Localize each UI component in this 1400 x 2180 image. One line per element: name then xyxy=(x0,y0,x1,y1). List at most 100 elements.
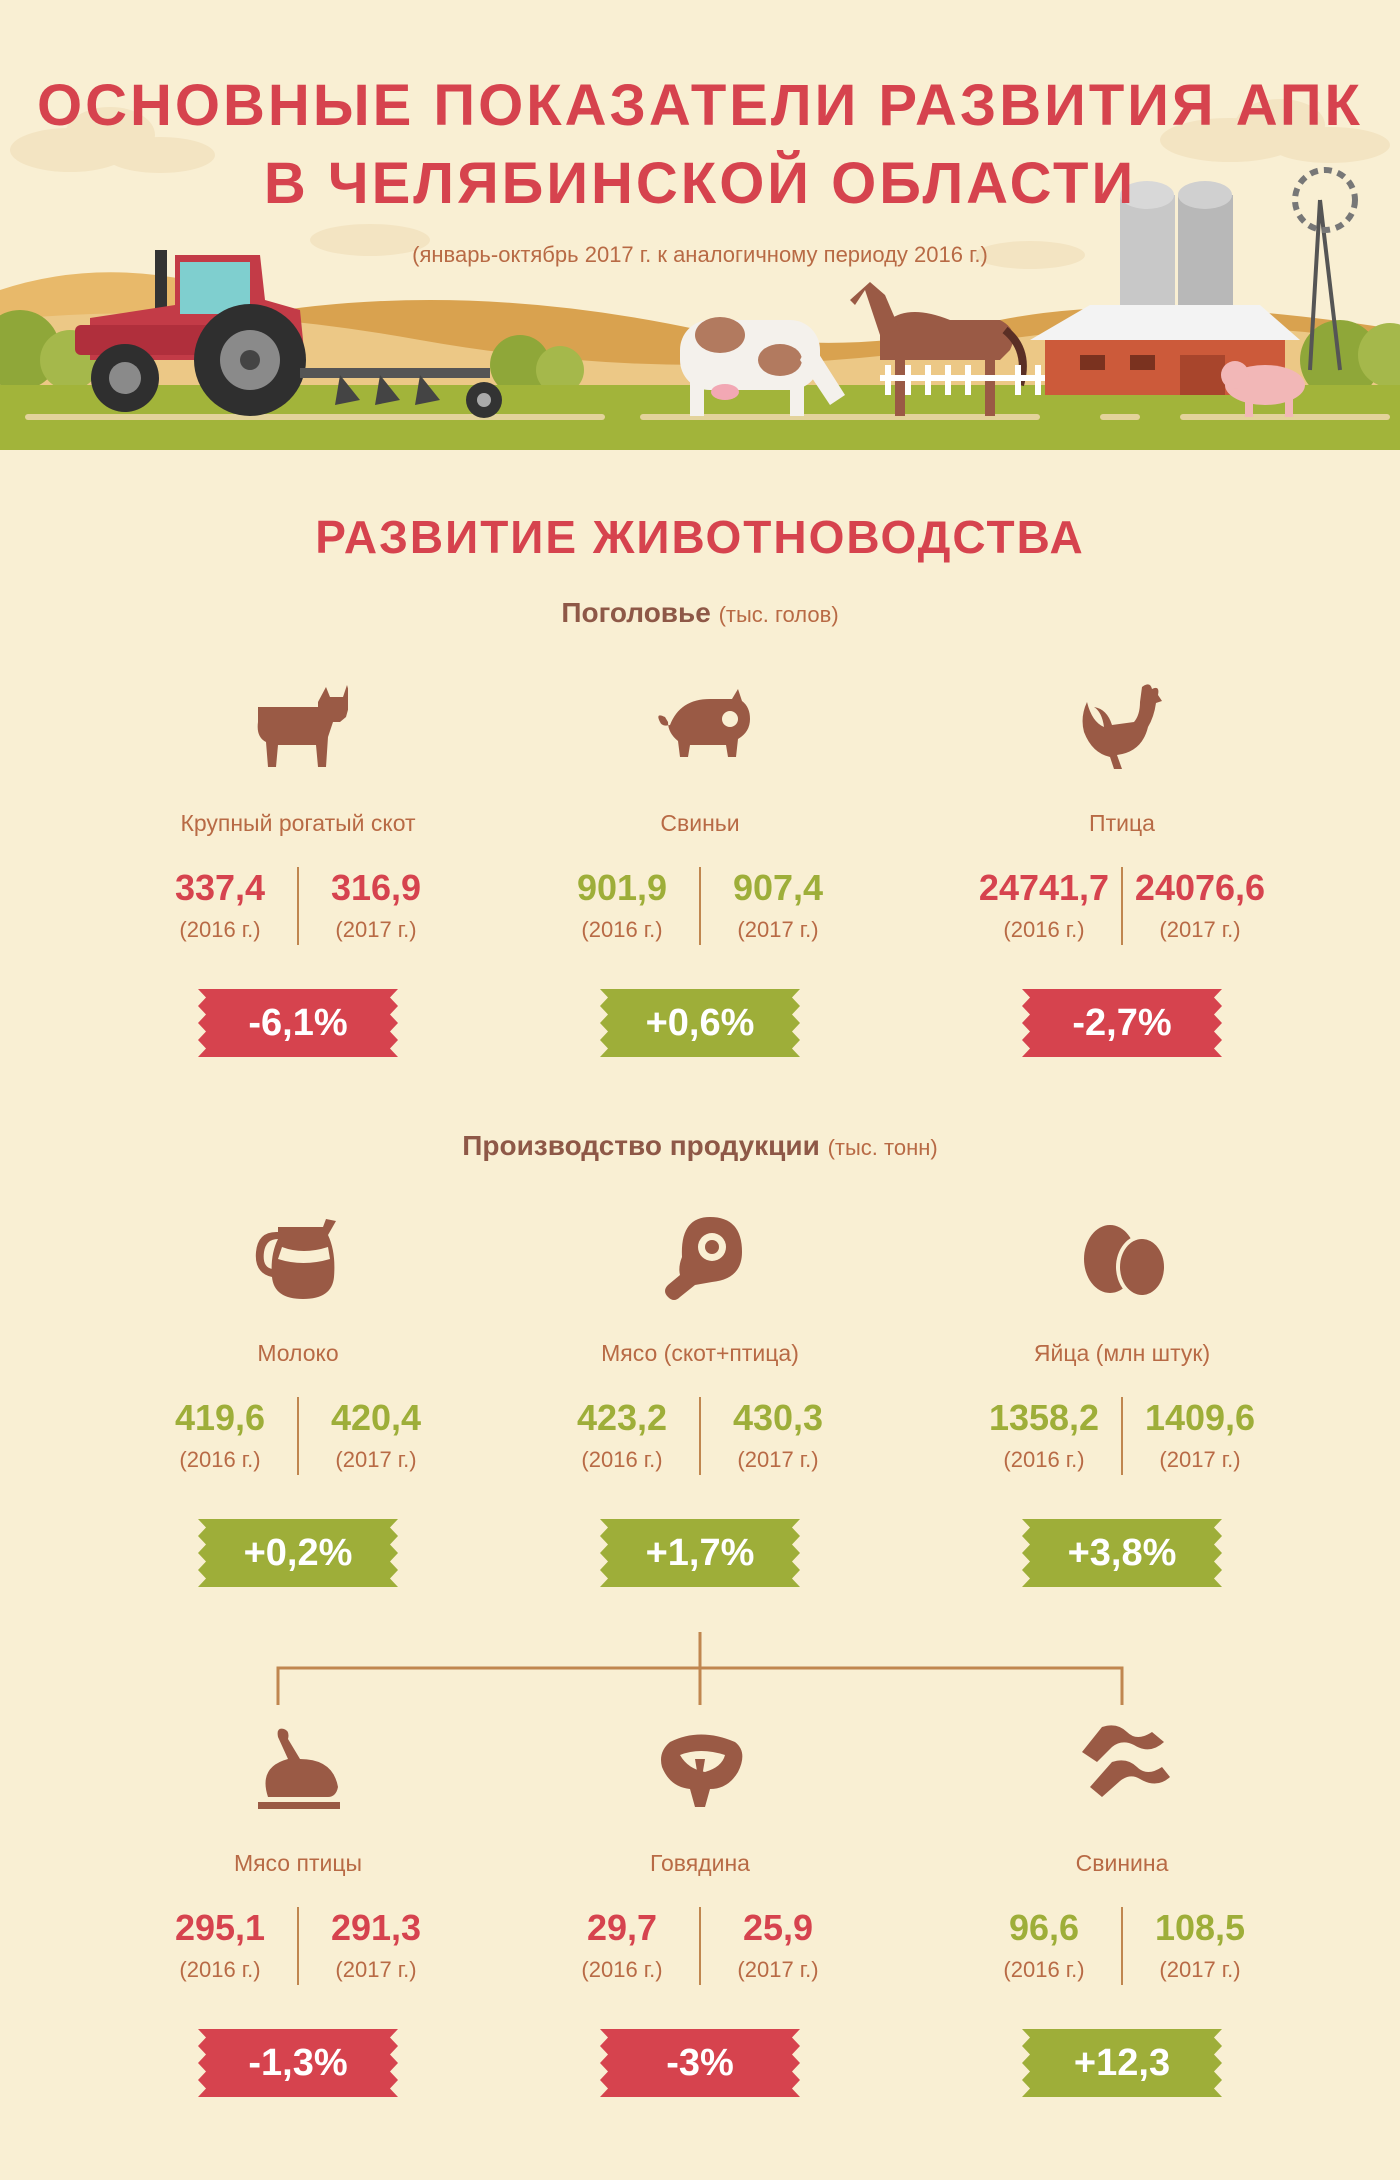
value-2016: 96,6 xyxy=(1008,1907,1080,1948)
stat-label: Птица xyxy=(1089,810,1155,836)
stat-label: Крупный рогатый скот xyxy=(180,810,416,836)
fence xyxy=(880,365,1050,395)
divider xyxy=(1121,1397,1123,1475)
badge-ribbon xyxy=(1022,2029,1222,2097)
stat-label: Говядина xyxy=(650,1850,750,1876)
badge-ribbon xyxy=(600,989,800,1057)
year-2017-label: (2017 г.) xyxy=(335,917,417,942)
change-percent: -3% xyxy=(666,2042,734,2084)
page-title-line2: В ЧЕЛЯБИНСКОЙ ОБЛАСТИ xyxy=(263,151,1137,216)
divider xyxy=(297,1907,299,1985)
value-2017: 108,5 xyxy=(1154,1907,1246,1948)
production-heading-text: Производство продукции xyxy=(462,1130,820,1161)
milk-jug-icon xyxy=(255,1219,336,1299)
change-percent: +0,6% xyxy=(645,1002,755,1044)
change-badge: -1,3% xyxy=(198,2029,398,2097)
livestock-unit: (тыс. голов) xyxy=(718,602,839,627)
year-2017-label: (2017 г.) xyxy=(1159,917,1241,942)
path xyxy=(25,414,605,420)
stat-label: Свиньи xyxy=(660,810,740,836)
page-title-line1: ОСНОВНЫЕ ПОКАЗАТЕЛИ РАЗВИТИЯ АПК xyxy=(37,73,1363,138)
windmill-illustration xyxy=(1292,167,1358,371)
cow-illustration xyxy=(680,317,845,416)
year-2016-label: (2016 г.) xyxy=(179,1447,261,1472)
tractor-icon xyxy=(75,250,502,418)
value-2017: 1409,6 xyxy=(1144,1397,1256,1438)
year-2017-label: (2017 г.) xyxy=(1159,1957,1241,1982)
change-percent: +1,7% xyxy=(645,1532,755,1574)
value-2017: 24076,6 xyxy=(1134,867,1266,908)
year-2017-label: (2017 г.) xyxy=(335,1447,417,1472)
year-2017-label: (2017 г.) xyxy=(737,917,819,942)
value-2016: 1358,2 xyxy=(988,1397,1100,1438)
value-2017: 420,4 xyxy=(330,1397,422,1438)
pig-icon xyxy=(658,689,750,757)
badge-ribbon xyxy=(198,1519,398,1587)
eggs-icon xyxy=(1084,1225,1168,1299)
bacon-icon xyxy=(1082,1725,1170,1797)
steak-icon xyxy=(661,1734,743,1807)
year-2016-label: (2016 г.) xyxy=(179,917,261,942)
value-2017: 907,4 xyxy=(732,867,824,908)
change-percent: +3,8% xyxy=(1067,1532,1177,1574)
change-badge: +12,3 xyxy=(1022,2029,1222,2097)
cow-icon xyxy=(257,685,348,767)
production-unit: (тыс. тонн) xyxy=(827,1135,938,1160)
divider xyxy=(297,1397,299,1475)
year-2017-label: (2017 г.) xyxy=(1159,1447,1241,1472)
badge-ribbon xyxy=(1022,989,1222,1057)
change-badge: -2,7% xyxy=(1022,989,1222,1057)
value-2017: 430,3 xyxy=(732,1397,824,1438)
year-2016-label: (2016 г.) xyxy=(581,1447,663,1472)
badge-ribbon xyxy=(1022,1519,1222,1587)
path xyxy=(1100,414,1140,420)
value-2017: 316,9 xyxy=(330,867,422,908)
year-2016-label: (2016 г.) xyxy=(581,917,663,942)
stat-label: Свинина xyxy=(1075,1850,1169,1876)
divider xyxy=(297,867,299,945)
divider xyxy=(699,1397,701,1475)
livestock-heading: Поголовье (тыс. голов) xyxy=(0,597,1400,629)
livestock-heading-text: Поголовье xyxy=(561,597,711,628)
year-2016-label: (2016 г.) xyxy=(1003,917,1085,942)
value-2016: 24741,7 xyxy=(978,867,1110,908)
rooster-icon xyxy=(1082,684,1162,769)
year-2017-label: (2017 г.) xyxy=(737,1447,819,1472)
value-2016: 423,2 xyxy=(576,1397,668,1438)
year-2016-label: (2016 г.) xyxy=(581,1957,663,1982)
change-badge: +1,7% xyxy=(600,1519,800,1587)
change-percent: -6,1% xyxy=(248,1002,348,1044)
year-2016-label: (2016 г.) xyxy=(179,1957,261,1982)
stat-label: Яйца (млн штук) xyxy=(1033,1340,1211,1366)
badge-ribbon xyxy=(600,2029,800,2097)
change-percent: -1,3% xyxy=(248,2042,348,2084)
year-2016-label: (2016 г.) xyxy=(1003,1447,1085,1472)
stat-label: Мясо (скот+птица) xyxy=(601,1340,799,1366)
year-2016-label: (2016 г.) xyxy=(1003,1957,1085,1982)
change-percent: +12,3 xyxy=(1073,2042,1171,2084)
year-2017-label: (2017 г.) xyxy=(335,1957,417,1982)
value-2017: 291,3 xyxy=(330,1907,422,1948)
divider xyxy=(699,1907,701,1985)
badge-ribbon xyxy=(198,2029,398,2097)
divider xyxy=(1121,867,1123,945)
change-percent: -2,7% xyxy=(1072,1002,1172,1044)
stat-label: Мясо птицы xyxy=(233,1850,363,1876)
change-badge: -3% xyxy=(600,2029,800,2097)
divider xyxy=(1121,1907,1123,1985)
year-2017-label: (2017 г.) xyxy=(737,1957,819,1982)
value-2016: 295,1 xyxy=(174,1907,266,1948)
production-heading: Производство продукции (тыс. тонн) xyxy=(0,1130,1400,1162)
change-percent: +0,2% xyxy=(243,1532,353,1574)
ham-icon xyxy=(665,1217,742,1300)
header-banner: ОСНОВНЫЕ ПОКАЗАТЕЛИ РАЗВИТИЯ АПК В ЧЕЛЯБ… xyxy=(0,0,1400,450)
badge-ribbon xyxy=(198,989,398,1057)
badge-ribbon xyxy=(600,1519,800,1587)
stat-label: Молоко xyxy=(257,1340,339,1366)
change-badge: +0,2% xyxy=(198,1519,398,1587)
pig-illustration xyxy=(1221,361,1305,417)
change-badge: +3,8% xyxy=(1022,1519,1222,1587)
change-badge: +0,6% xyxy=(600,989,800,1057)
change-badge: -6,1% xyxy=(198,989,398,1057)
